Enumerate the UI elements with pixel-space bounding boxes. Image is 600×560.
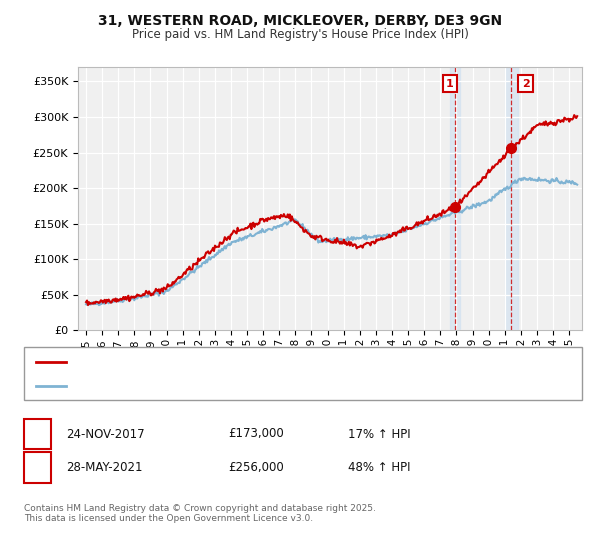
Text: Price paid vs. HM Land Registry's House Price Index (HPI): Price paid vs. HM Land Registry's House … <box>131 28 469 41</box>
Text: 2: 2 <box>33 461 42 474</box>
Text: 31, WESTERN ROAD, MICKLEOVER, DERBY, DE3 9GN: 31, WESTERN ROAD, MICKLEOVER, DERBY, DE3… <box>98 14 502 28</box>
Text: £173,000: £173,000 <box>228 427 284 441</box>
Text: 48% ↑ HPI: 48% ↑ HPI <box>348 461 410 474</box>
Text: 31, WESTERN ROAD, MICKLEOVER, DERBY, DE3 9GN (semi-detached house): 31, WESTERN ROAD, MICKLEOVER, DERBY, DE3… <box>72 357 469 367</box>
Text: HPI: Average price, semi-detached house, City of Derby: HPI: Average price, semi-detached house,… <box>72 381 362 391</box>
Text: 28-MAY-2021: 28-MAY-2021 <box>66 461 143 474</box>
Bar <box>505 67 518 330</box>
Text: 24-NOV-2017: 24-NOV-2017 <box>66 427 145 441</box>
Text: 1: 1 <box>33 427 42 441</box>
Text: 17% ↑ HPI: 17% ↑ HPI <box>348 427 410 441</box>
Text: £256,000: £256,000 <box>228 461 284 474</box>
Bar <box>450 67 460 330</box>
Text: Contains HM Land Registry data © Crown copyright and database right 2025.
This d: Contains HM Land Registry data © Crown c… <box>24 504 376 524</box>
Text: 1: 1 <box>446 78 454 88</box>
Text: 2: 2 <box>522 78 530 88</box>
